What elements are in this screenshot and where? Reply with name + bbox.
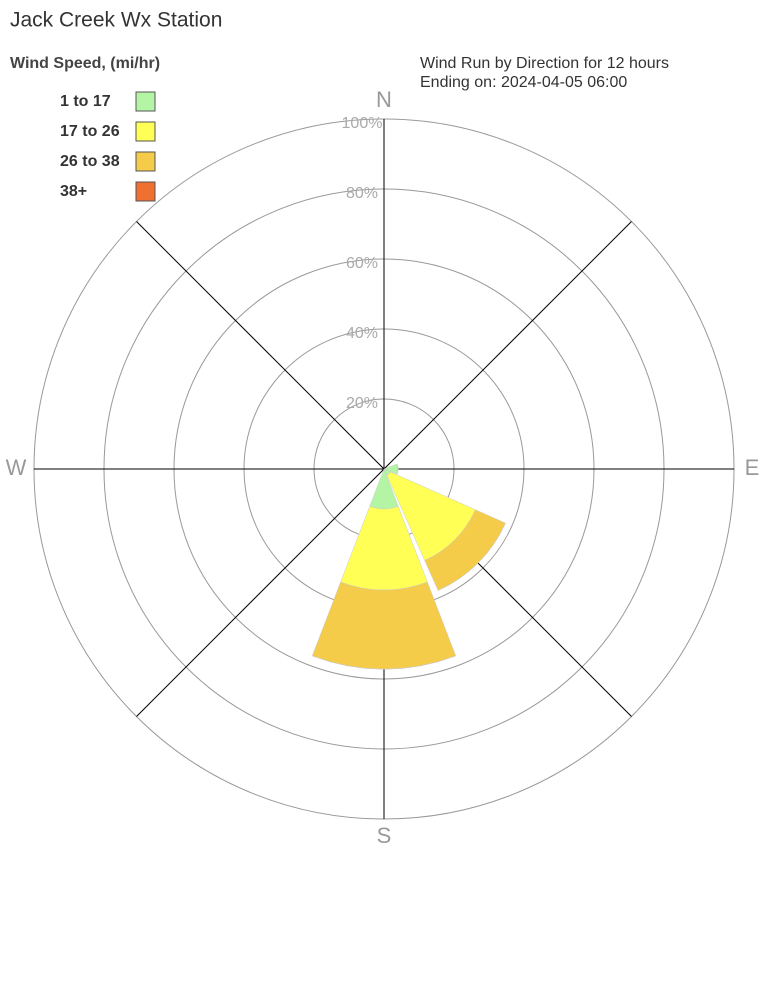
legend-swatch <box>135 151 156 172</box>
legend-label: 26 to 38 <box>60 153 120 170</box>
r-tick-label: 80% <box>346 185 378 202</box>
r-tick-label: 60% <box>346 255 378 272</box>
direction-label: W <box>6 455 27 480</box>
subtitle: Ending on: 2024-04-05 06:00 <box>420 74 627 91</box>
chart-title: Jack Creek Wx Station <box>10 9 222 32</box>
legend-title: Wind Speed, (mi/hr) <box>10 55 160 72</box>
direction-label: E <box>745 455 760 480</box>
legend-label: 17 to 26 <box>60 123 120 140</box>
sector <box>311 581 457 670</box>
legend-swatch <box>135 91 156 112</box>
sector <box>396 463 399 475</box>
legend-swatch <box>135 181 156 202</box>
direction-label: S <box>377 823 392 848</box>
r-tick-label: 100% <box>342 115 383 132</box>
subtitle: Wind Run by Direction for 12 hours <box>420 55 669 72</box>
direction-label: N <box>376 87 392 112</box>
r-tick-label: 20% <box>346 395 378 412</box>
r-tick-label: 40% <box>346 325 378 342</box>
legend-swatch <box>135 121 156 142</box>
legend-label: 1 to 17 <box>60 93 111 110</box>
legend-label: 38+ <box>60 183 87 200</box>
sector <box>312 655 456 670</box>
